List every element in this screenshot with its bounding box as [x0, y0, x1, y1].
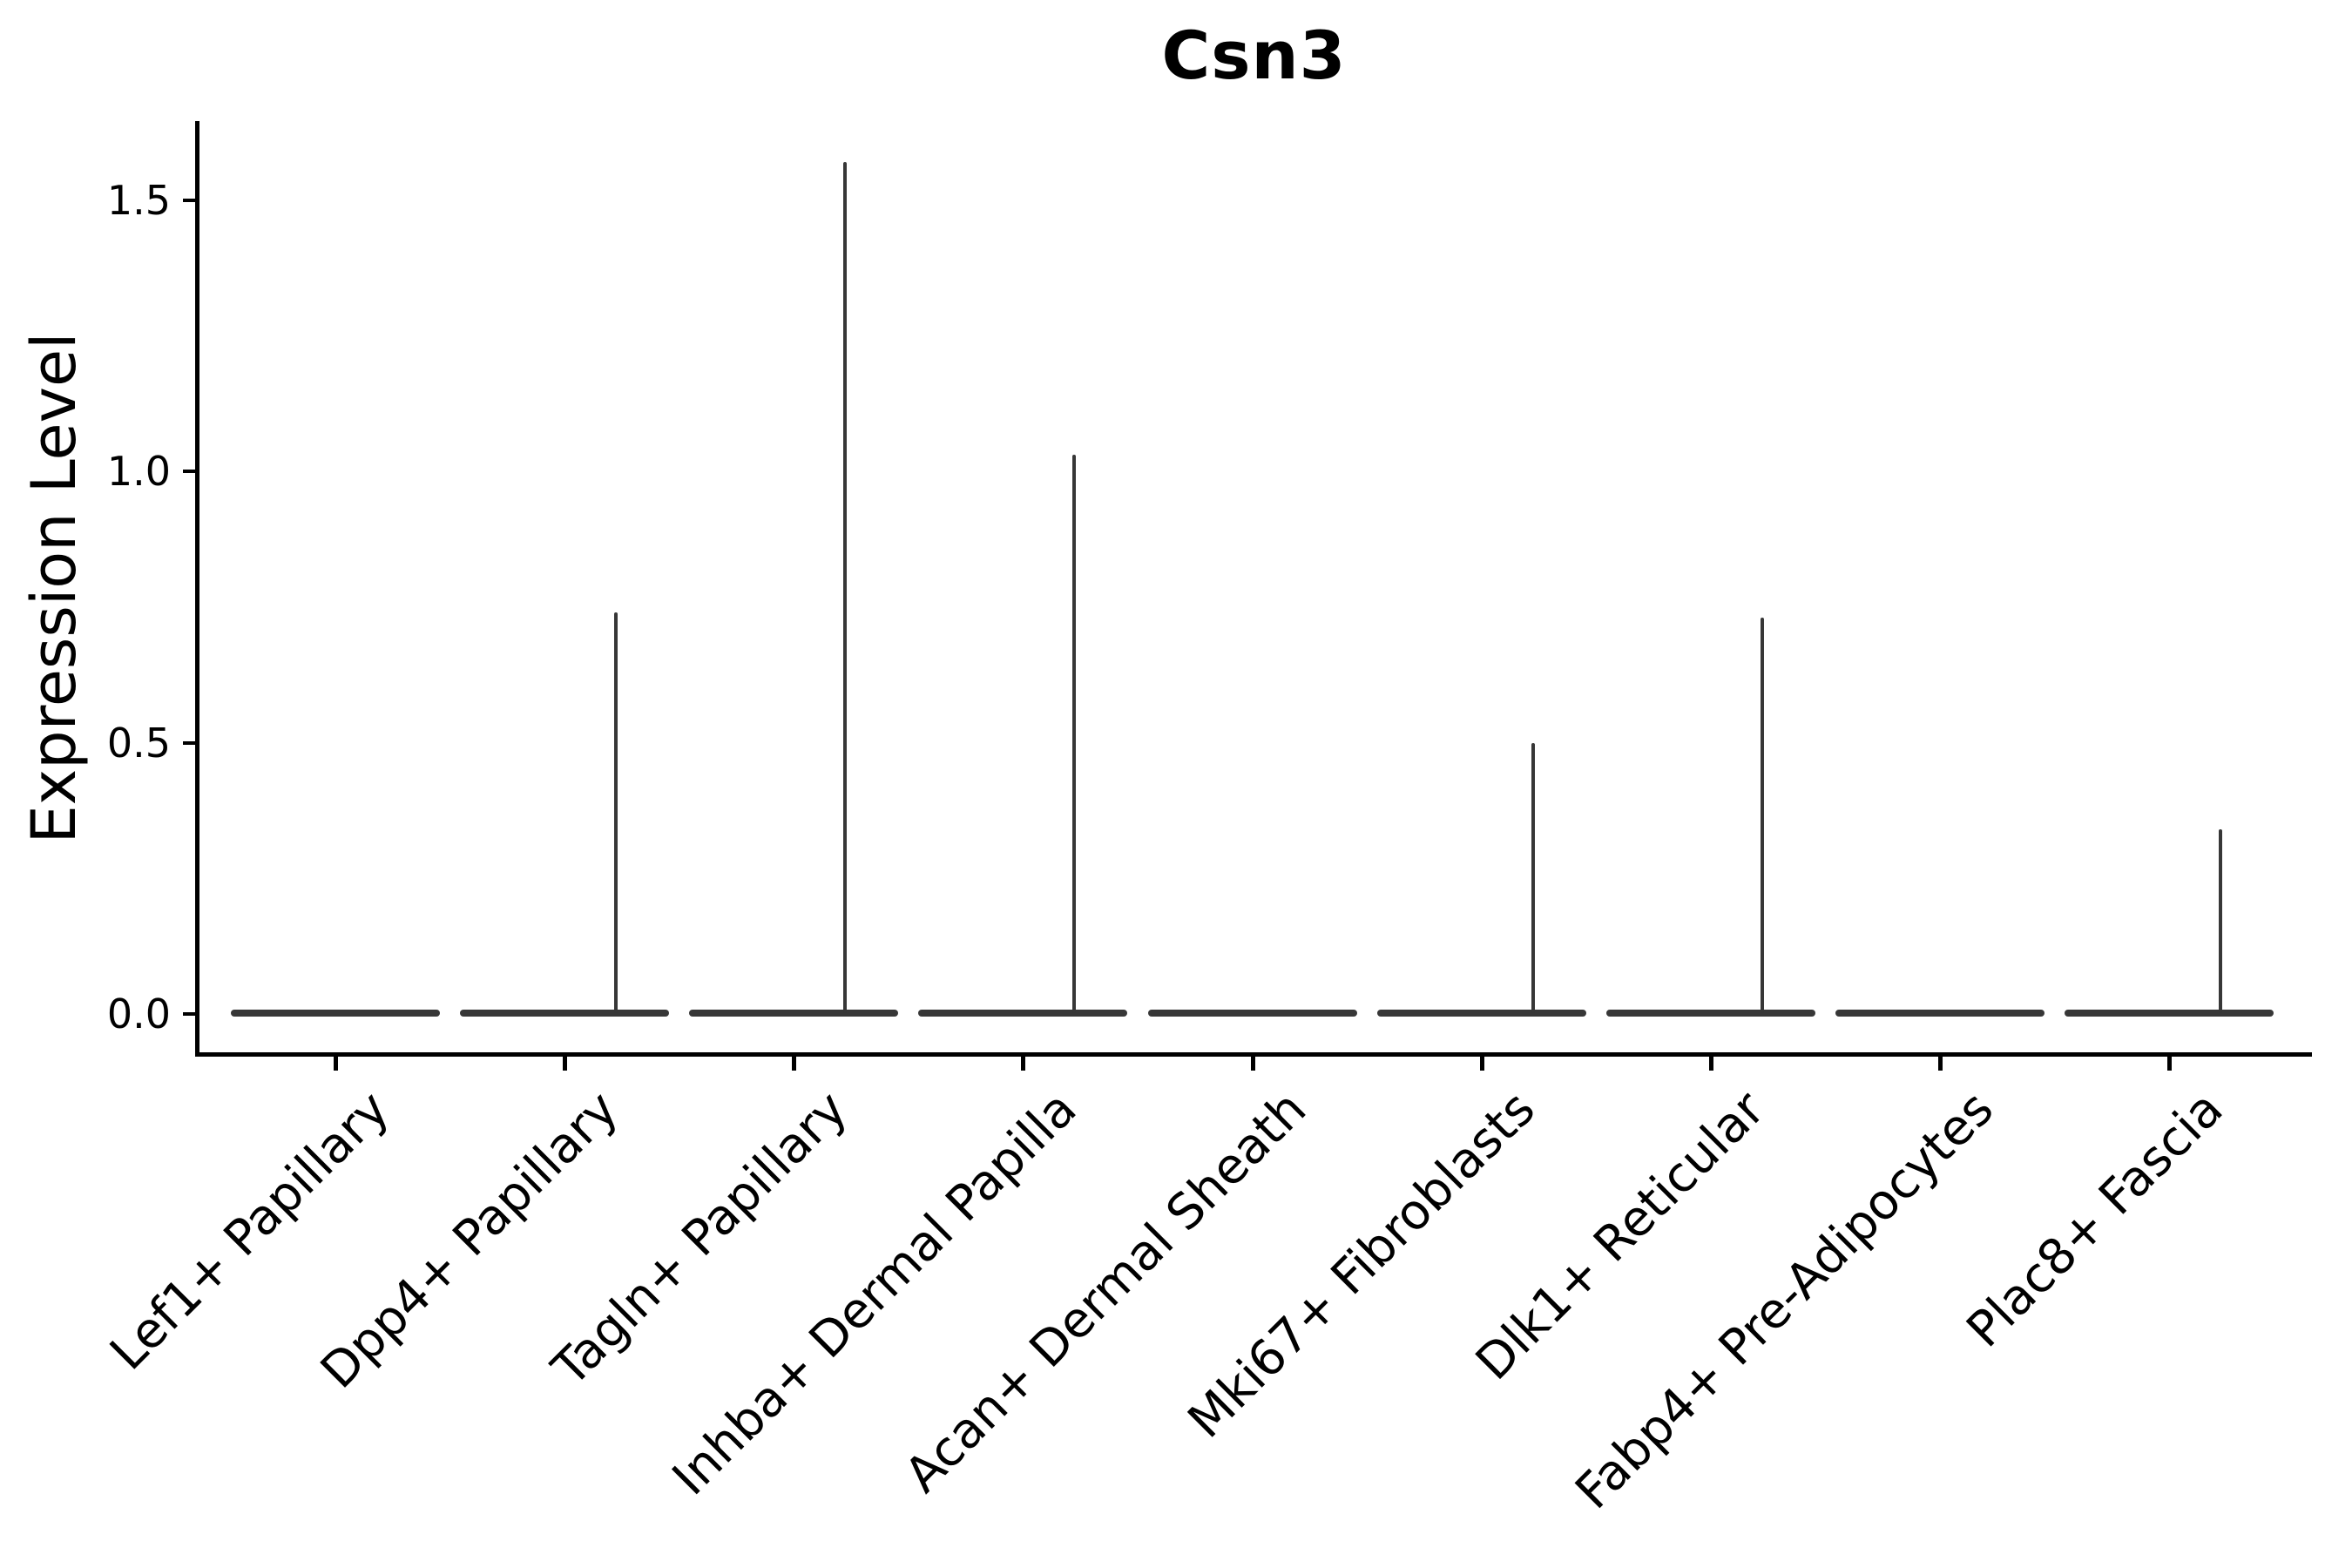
x-tick-mark — [334, 1057, 338, 1071]
x-tick-mark — [1479, 1057, 1484, 1071]
violin-spike — [1531, 742, 1535, 1013]
x-tick-mark — [1937, 1057, 1943, 1071]
violin-body — [1835, 1010, 2044, 1017]
violin-body — [689, 1010, 899, 1017]
x-axis-spine — [195, 1052, 2312, 1057]
y-tick-mark — [183, 1012, 196, 1016]
y-axis-spine — [195, 121, 199, 1057]
x-tick-mark — [2167, 1057, 2172, 1071]
x-tick-mark — [792, 1057, 797, 1071]
y-tick-label: 0.5 — [106, 719, 171, 767]
violin-body — [1147, 1010, 1357, 1017]
x-tick-mark — [1708, 1057, 1713, 1071]
violin-spike — [614, 612, 618, 1013]
x-axis-category-label: Acan+ Dermal Sheath — [894, 1080, 1317, 1504]
y-tick-mark — [183, 198, 196, 202]
violin-body — [231, 1010, 440, 1017]
y-tick-label: 0.0 — [106, 990, 171, 1037]
y-tick-mark — [183, 740, 196, 745]
chart-title: Csn3 — [1161, 17, 1347, 94]
y-axis-label: Expression Level — [18, 332, 90, 844]
x-axis-category-label: Inhba+ Dermal Papilla — [662, 1080, 1088, 1507]
violin-body — [1605, 1010, 1815, 1017]
y-tick-mark — [183, 470, 196, 473]
x-tick-mark — [1021, 1057, 1026, 1071]
y-tick-label: 1.5 — [106, 176, 171, 224]
violin-spike — [843, 161, 848, 1013]
violin-spike — [2219, 829, 2222, 1013]
x-tick-mark — [1250, 1057, 1255, 1071]
y-tick-label: 1.0 — [106, 448, 171, 495]
violin-spike — [1072, 455, 1077, 1013]
violin-spike — [1760, 618, 1764, 1013]
violin-body — [1376, 1010, 1586, 1017]
x-tick-mark — [563, 1057, 568, 1071]
violin-body — [2065, 1010, 2274, 1017]
x-axis-category-label: Fabp4+ Pre-Adipocytes — [1565, 1080, 2005, 1521]
violin-body — [918, 1010, 1128, 1017]
violin-body — [460, 1010, 670, 1017]
